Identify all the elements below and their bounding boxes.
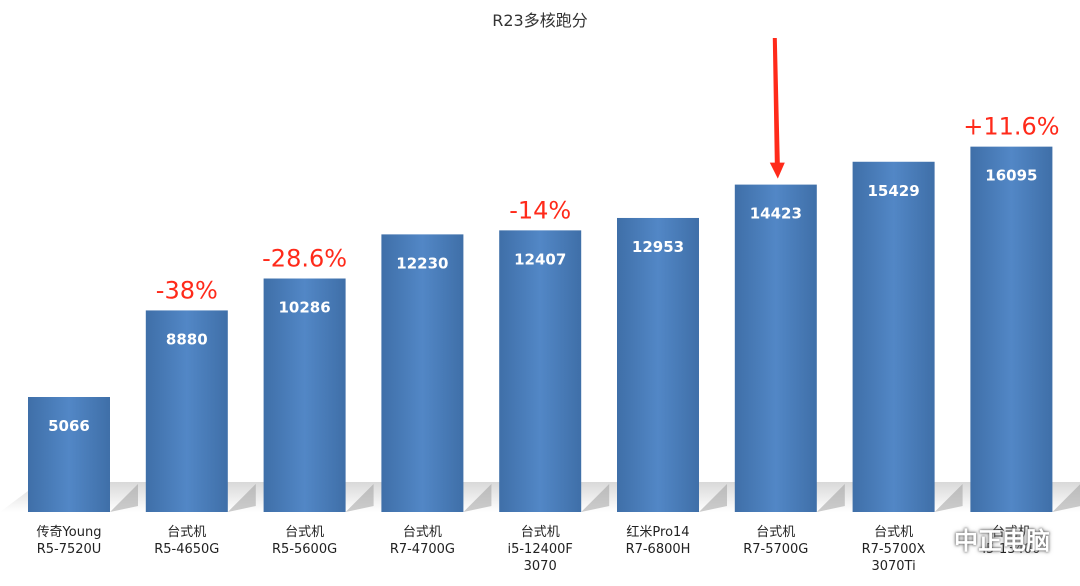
bar-shadow (345, 484, 374, 512)
bar-value-label: 12230 (396, 254, 448, 272)
category-label: R5-7520U (37, 542, 102, 557)
percent-annotation: -14% (509, 196, 571, 224)
bar (263, 278, 346, 512)
bar-value-label: 14423 (750, 205, 802, 223)
category-label: 红米Pro14 (626, 524, 689, 540)
category-label: R5-4650G (154, 542, 219, 557)
bar-value-label: 5066 (48, 417, 90, 435)
category-label: i5-13400 (982, 542, 1040, 557)
category-label: R7-6800H (626, 542, 691, 557)
percent-annotation: +11.6% (963, 113, 1059, 141)
category-label: 台式机 (403, 525, 442, 540)
bar-shadow (463, 484, 492, 512)
bar-shadow (227, 484, 256, 512)
bar (617, 217, 699, 512)
bar (145, 310, 228, 512)
bar (734, 184, 817, 512)
bar-value-label: 12407 (514, 250, 566, 268)
category-label: 台式机 (285, 525, 324, 540)
bar (852, 161, 935, 512)
category-label: 台式机 (167, 525, 206, 540)
bar-shadow (699, 484, 727, 512)
bar-shadow (581, 484, 610, 512)
category-label: R5-5600G (272, 542, 337, 557)
chart-title: R23多核跑分 (492, 11, 587, 30)
watermark-text: 中正电脑 (954, 527, 1050, 555)
category-label: 传奇Young (37, 524, 102, 540)
bar-shadow (934, 484, 963, 512)
category-label: 台式机 (756, 525, 795, 540)
bar-value-label: 15429 (868, 182, 920, 200)
category-label: R7-4700G (390, 542, 455, 557)
bar (381, 234, 464, 512)
category-label: 台式机 (874, 525, 913, 540)
bar-shadow (816, 484, 845, 512)
category-label: R7-5700X (862, 542, 926, 557)
bar-value-label: 16095 (985, 167, 1037, 185)
category-label: 3070 (524, 559, 557, 574)
category-label: 台式机 (992, 525, 1031, 540)
percent-annotation: -38% (156, 276, 218, 304)
category-label: R7-5700G (743, 542, 808, 557)
bar-value-label: 12953 (632, 238, 684, 256)
percent-annotation: -28.6% (262, 245, 347, 273)
bar-value-label: 8880 (166, 330, 208, 348)
bar-shadow (1052, 484, 1080, 512)
watermark: 中正电脑 (918, 521, 1050, 556)
bar-shadow (110, 484, 138, 512)
category-label: 台式机 (521, 525, 560, 540)
highlight-arrow (769, 38, 785, 179)
category-label: 3070Ti (871, 559, 915, 574)
wechat-icon (918, 527, 946, 548)
bar (970, 146, 1053, 512)
category-label: i5-12400F (507, 542, 572, 557)
bar (28, 397, 110, 512)
bar-value-label: 10286 (279, 299, 331, 317)
bar (499, 230, 582, 513)
